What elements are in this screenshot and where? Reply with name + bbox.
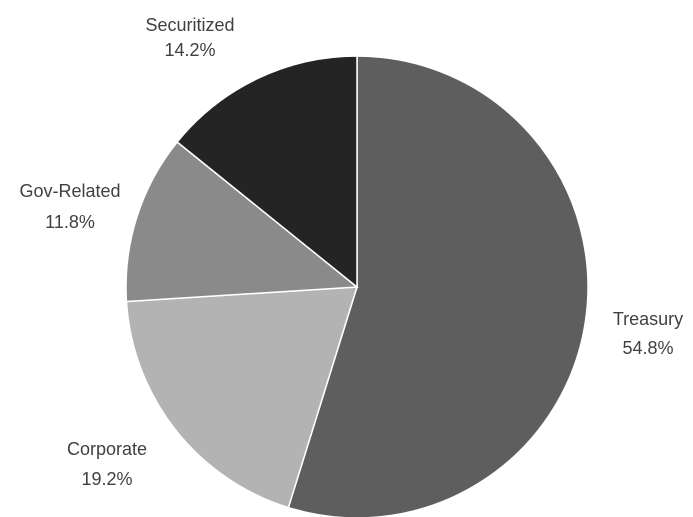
pie-slice-corporate [125,286,359,509]
pie-slice-securitized [176,55,358,289]
label-securitized-value: 14.2% [164,40,215,60]
pie-slice-treasury [287,55,589,517]
label-gov-related-name: Gov-Related [19,181,120,201]
label-securitized-name: Securitized [145,15,234,35]
label-treasury-value: 54.8% [622,338,673,358]
pie-labels: Securitized 14.2% Gov-Related 11.8% Trea… [19,15,683,489]
label-corporate-name: Corporate [67,439,147,459]
pie-slice-gov-related [125,140,359,303]
label-corporate-value: 19.2% [81,469,132,489]
label-gov-related-value: 11.8% [45,212,95,232]
pie-slices [125,55,589,517]
label-treasury-name: Treasury [613,309,683,329]
